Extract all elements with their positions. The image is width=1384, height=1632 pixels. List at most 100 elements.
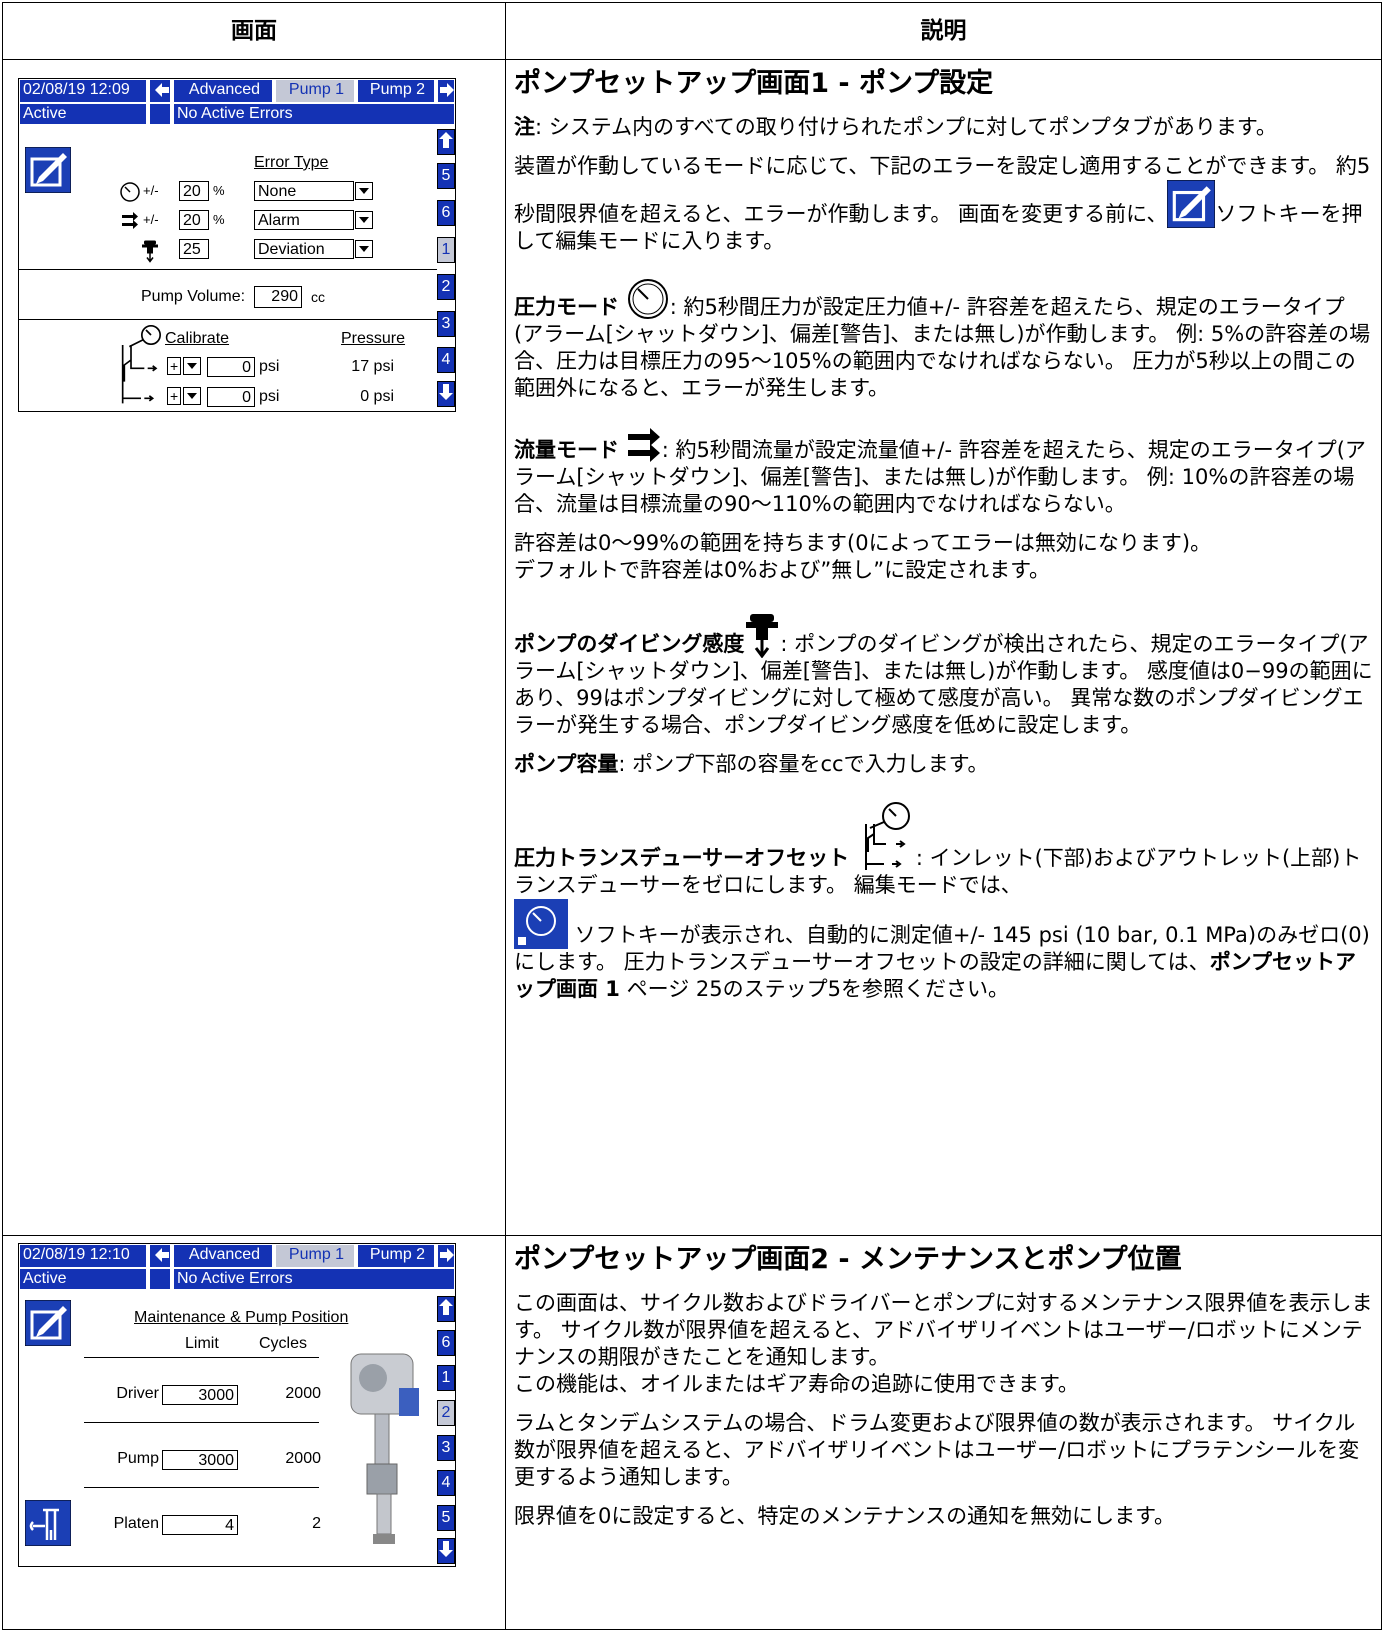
tab: Advanced [173, 1244, 273, 1268]
datetime: 02/08/19 12:09 [19, 79, 147, 103]
nav-button: 5 [437, 1505, 455, 1531]
next-tab [437, 79, 455, 103]
sign-box: + [167, 387, 181, 405]
label: 圧力モード [514, 295, 619, 319]
divider [84, 1422, 319, 1423]
divider [84, 1487, 319, 1488]
dropdown-arrow [355, 211, 373, 234]
text: : システム内のすべての取り付けられたポンプに対してポンプタブがあります。 [535, 115, 1277, 139]
value-box: 290 [254, 286, 302, 308]
limit-box: 3000 [162, 1385, 238, 1405]
text: 限界値を0に設定すると、特定のメンテナンスの通知を無効にします。 [514, 1504, 1175, 1528]
header-cell: 画面 [2, 2, 506, 60]
label: ポンプ容量 [514, 752, 619, 776]
label: 流量モード [514, 438, 619, 462]
prev-tab [149, 1244, 171, 1268]
tab: Pump 2 [357, 79, 435, 103]
offset-box: 0 [207, 357, 255, 377]
link: ポンプセットアップ画面 1 [514, 950, 1357, 1001]
unit: psi [259, 388, 280, 405]
status: Active [19, 103, 147, 125]
dropdown-arrow [183, 357, 201, 380]
dropdown: Alarm [254, 210, 354, 230]
paragraph: 圧力トランスデューサーオフセット : インレット(下部)およびアウトレット(上部… [514, 800, 1373, 1003]
text: : 約5秒間流量が設定流量値+/- 許容差を超えたら、規定のエラータイプ(アラー… [514, 438, 1366, 516]
text: デフォルトで許容差は0%および”無し”に設定されます。 [514, 558, 1050, 582]
cycles: 2000 [285, 1385, 321, 1402]
nav-button: 4 [437, 347, 455, 373]
tab: Pump 1 [275, 79, 355, 103]
zero-icon [514, 899, 568, 949]
platen-button [24, 1499, 72, 1547]
mode-icon [141, 239, 159, 268]
divider [84, 1357, 319, 1358]
column-label: Cycles [259, 1335, 308, 1352]
row-label: Driver [116, 1385, 159, 1402]
edit-button [24, 146, 72, 194]
label: ポンプのダイビング感度 [514, 632, 745, 656]
nav-button: 2 [437, 1400, 455, 1426]
header: 画面 [231, 18, 277, 44]
nav-button: 6 [437, 1330, 455, 1356]
text: ソフトキーが表示され、自動的に測定値+/- 145 psi (10 bar, 0… [514, 923, 1370, 974]
paragraph: 装置が作動しているモードに応じて、下記のエラーを設定し適用することができます。 … [514, 153, 1373, 255]
tab: Pump 1 [275, 1244, 355, 1268]
row-label: Platen [113, 1515, 159, 1532]
prefix: +/- [143, 212, 159, 227]
status-box [149, 1268, 171, 1290]
value-box: 20 [179, 210, 209, 230]
unit: % [213, 212, 225, 227]
dropdown-arrow [183, 387, 201, 410]
dropdown-arrow [355, 182, 373, 205]
column-label: Limit [185, 1335, 219, 1352]
mode-icon [119, 181, 141, 208]
status: Active [19, 1268, 147, 1290]
paragraph: ポンプ容量: ポンプ下部の容量をccで入力します。 [514, 751, 1373, 778]
sign-box: + [167, 357, 181, 375]
divider [19, 269, 437, 270]
text: この画面は、サイクル数およびドライバーとポンプに対するメンテナンス限界値を表示し… [514, 1291, 1373, 1369]
header: 説明 [920, 18, 967, 44]
screen-cell: 02/08/19 12:10 Advanced Pump 1 Pump 2 Active… [2, 1235, 506, 1630]
pump-image [337, 1348, 429, 1553]
text: ページ 25のステップ5を参照ください。 [619, 977, 1009, 1001]
unit: psi [259, 358, 280, 375]
edit-button [24, 1299, 72, 1347]
description-cell: ポンプセットアップ画面1 - ポンプ設定 注: システム内のすべての取り付けられ… [505, 59, 1382, 1236]
dropdown: None [254, 181, 354, 201]
paragraph: 圧力モード : 約5秒間圧力が設定圧力値+/- 許容差を超えたら、規定のエラータ… [514, 277, 1373, 402]
screen-cell: 02/08/19 12:09 Advanced Pump 1 Pump 2 Active… [2, 59, 506, 1236]
paragraph: ラムとタンデムシステムの場合、ドラム変更および限界値の数が表示されます。 サイク… [514, 1410, 1373, 1491]
row-label: Pump [117, 1450, 159, 1467]
limit-box: 3000 [162, 1450, 238, 1470]
scroll-up [437, 129, 455, 155]
transducer-icon [111, 323, 161, 411]
unit: cc [311, 289, 325, 305]
prev-tab [149, 79, 171, 103]
section-title: ポンプセットアップ画面1 - ポンプ設定 [514, 68, 994, 99]
text: : 約5秒間圧力が設定圧力値+/- 許容差を超えたら、規定のエラータイプ(アラー… [514, 295, 1371, 400]
text: ソフトキーを押して編集モードに入ります。 [514, 202, 1363, 253]
header-cell: 説明 [505, 2, 1382, 60]
pressure: 0 psi [360, 388, 394, 405]
nav-button: 1 [437, 237, 455, 263]
paragraph: この画面は、サイクル数およびドライバーとポンプに対するメンテナンス限界値を表示し… [514, 1290, 1373, 1398]
scroll-up [437, 1296, 455, 1322]
errors: No Active Errors [173, 103, 455, 125]
screen: 02/08/19 12:10 Advanced Pump 1 Pump 2 Active… [18, 1243, 456, 1567]
dropdown-arrow [355, 240, 373, 263]
column-label: Error Type [254, 154, 329, 171]
value-box: 20 [179, 181, 209, 201]
paragraph: 許容差は0～99%の範囲を持ちます(0によってエラーは無効になります)。 デフォル… [514, 530, 1373, 584]
dropdown: Deviation [254, 239, 354, 259]
pressure: 17 psi [351, 358, 394, 375]
divider [19, 319, 437, 320]
datetime: 02/08/19 12:10 [19, 1244, 147, 1268]
text: この機能は、オイルまたはギア寿命の追跡に使用できます。 [514, 1372, 1079, 1396]
mode-icon [119, 210, 141, 235]
cycles: 2 [312, 1515, 321, 1532]
nav-button: 3 [437, 311, 455, 337]
value-box: 25 [179, 239, 209, 259]
screen: 02/08/19 12:09 Advanced Pump 1 Pump 2 Active… [18, 78, 456, 412]
